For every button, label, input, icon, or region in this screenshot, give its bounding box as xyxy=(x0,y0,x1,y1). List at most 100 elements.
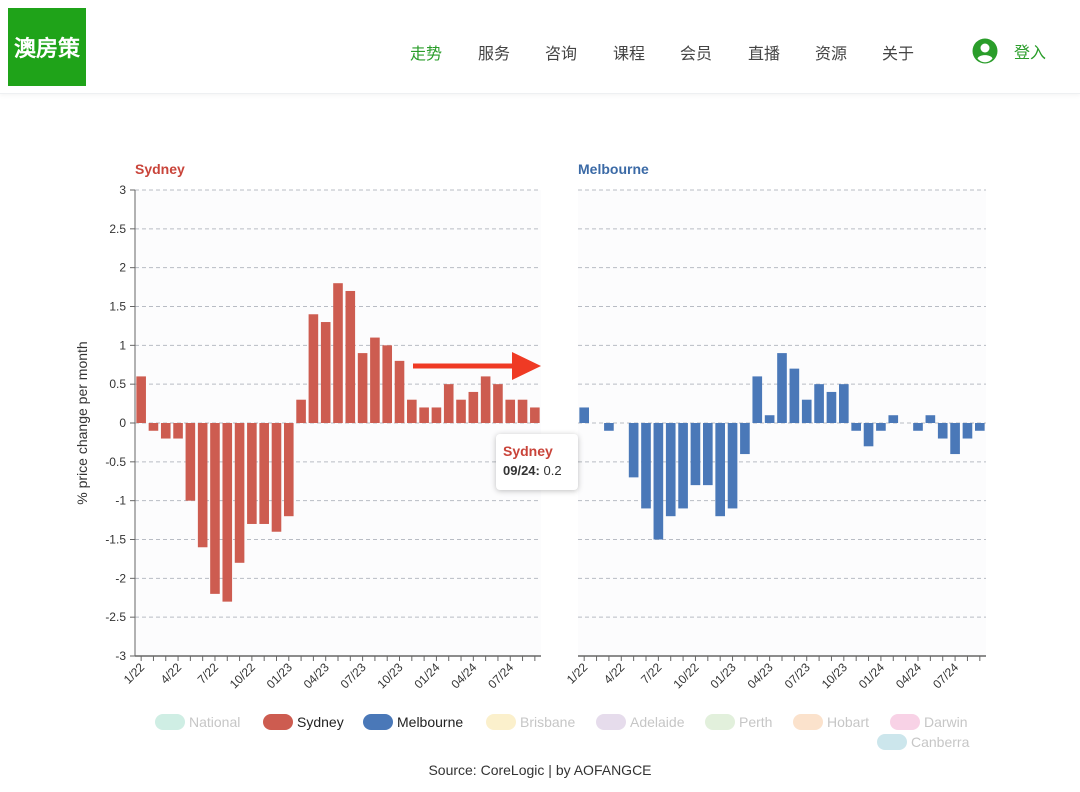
bar-sydney-7[interactable] xyxy=(222,423,233,602)
bar-melbourne-13[interactable] xyxy=(740,423,750,455)
bar-sydney-5[interactable] xyxy=(197,423,208,548)
nav-item-4[interactable]: 会员 xyxy=(680,44,713,63)
nav-item-5[interactable]: 直播 xyxy=(748,44,781,63)
bar-sydney-14[interactable] xyxy=(308,314,319,423)
x-tick-label: 10/22 xyxy=(670,660,701,691)
bar-melbourne-14[interactable] xyxy=(752,376,763,423)
bar-melbourne-4[interactable] xyxy=(628,423,639,478)
bar-sydney-26[interactable] xyxy=(456,399,466,423)
legend-item-perth[interactable]: Perth xyxy=(705,714,772,730)
legend-item-darwin[interactable]: Darwin xyxy=(890,714,968,730)
bar-sydney-4[interactable] xyxy=(185,423,196,501)
login-button[interactable]: 登入 xyxy=(972,38,1046,64)
nav-item-7[interactable]: 关于 xyxy=(882,44,915,63)
bar-melbourne-9[interactable] xyxy=(690,423,701,486)
bar-sydney-0[interactable] xyxy=(136,376,146,423)
bar-melbourne-7[interactable] xyxy=(665,423,676,517)
bar-melbourne-28[interactable] xyxy=(925,415,936,423)
legend-item-melbourne[interactable]: Melbourne xyxy=(363,714,463,730)
nav-item-2[interactable]: 咨询 xyxy=(545,44,578,63)
legend-label: Melbourne xyxy=(397,714,464,730)
x-tick-label: 7/22 xyxy=(638,660,665,687)
bar-melbourne-21[interactable] xyxy=(838,384,849,423)
bar-sydney-28[interactable] xyxy=(480,376,491,423)
bar-sydney-13[interactable] xyxy=(296,399,306,423)
bar-sydney-20[interactable] xyxy=(382,345,393,423)
bar-melbourne-10[interactable] xyxy=(702,423,713,486)
bar-sydney-10[interactable] xyxy=(259,423,269,524)
bar-sydney-32[interactable] xyxy=(530,407,540,423)
bar-melbourne-24[interactable] xyxy=(876,423,886,431)
main-nav: 走势 服务 咨询 课程 会员 直播 资源 关于 xyxy=(0,40,1080,66)
bar-melbourne-2[interactable] xyxy=(604,423,614,431)
bar-sydney-9[interactable] xyxy=(247,423,257,524)
x-tick-label: 04/23 xyxy=(301,660,332,691)
y-tick-label: -0.5 xyxy=(105,455,126,469)
bar-sydney-31[interactable] xyxy=(517,399,528,423)
nav-item-0[interactable]: 走势 xyxy=(410,44,443,63)
bar-melbourne-15[interactable] xyxy=(764,415,775,423)
bar-melbourne-8[interactable] xyxy=(678,423,688,509)
bar-sydney-2[interactable] xyxy=(160,423,171,439)
bar-melbourne-23[interactable] xyxy=(863,423,874,447)
bar-melbourne-16[interactable] xyxy=(777,353,787,423)
bar-melbourne-0[interactable] xyxy=(579,407,590,423)
legend-item-hobart[interactable]: Hobart xyxy=(793,714,869,730)
bar-melbourne-29[interactable] xyxy=(937,423,948,439)
bar-sydney-15[interactable] xyxy=(320,322,331,423)
y-tick-label: 3 xyxy=(119,183,126,197)
bar-sydney-18[interactable] xyxy=(357,353,368,423)
bar-sydney-23[interactable] xyxy=(419,407,429,423)
bar-sydney-30[interactable] xyxy=(505,399,516,423)
chart-legend: National Sydney Melbourne Brisbane Adelaide P… xyxy=(0,712,1080,756)
nav-item-1[interactable]: 服务 xyxy=(478,44,511,63)
bar-melbourne-19[interactable] xyxy=(814,384,824,423)
bar-sydney-27[interactable] xyxy=(468,391,479,423)
bar-melbourne-30[interactable] xyxy=(950,423,960,455)
bar-sydney-29[interactable] xyxy=(493,384,503,423)
nav-item-3[interactable]: 课程 xyxy=(613,44,646,63)
bar-sydney-1[interactable] xyxy=(148,423,159,431)
bar-melbourne-5[interactable] xyxy=(641,423,651,509)
nav-item-6[interactable]: 资源 xyxy=(815,44,848,63)
bar-melbourne-22[interactable] xyxy=(851,423,862,431)
legend-item-canberra[interactable]: Canberra xyxy=(877,734,969,750)
site-logo[interactable]: 澳房策 xyxy=(8,8,86,86)
y-tick-label: -2 xyxy=(115,571,126,585)
legend-item-sydney[interactable]: Sydney xyxy=(263,714,344,730)
bar-sydney-6[interactable] xyxy=(210,423,220,594)
bar-sydney-8[interactable] xyxy=(234,423,245,563)
legend-item-adelaide[interactable]: Adelaide xyxy=(596,714,685,730)
bar-melbourne-32[interactable] xyxy=(974,423,985,431)
bar-sydney-16[interactable] xyxy=(333,283,343,423)
bar-sydney-11[interactable] xyxy=(271,423,282,532)
bar-melbourne-11[interactable] xyxy=(715,423,726,517)
y-axis-label: % price change per month xyxy=(74,341,90,504)
legend-swatch xyxy=(793,714,823,730)
bar-melbourne-6[interactable] xyxy=(653,423,664,540)
bar-sydney-3[interactable] xyxy=(173,423,183,439)
bar-sydney-12[interactable] xyxy=(283,423,294,517)
x-tick-label: 10/23 xyxy=(375,660,406,691)
bar-sydney-19[interactable] xyxy=(370,337,380,423)
bar-melbourne-12[interactable] xyxy=(727,423,738,509)
arrow-head xyxy=(512,352,541,380)
bar-sydney-24[interactable] xyxy=(431,407,442,423)
bar-sydney-22[interactable] xyxy=(407,399,417,423)
bar-sydney-21[interactable] xyxy=(394,360,405,423)
panel-title-sydney: Sydney xyxy=(135,161,185,177)
panel-title-melbourne: Melbourne xyxy=(578,161,649,177)
bar-melbourne-17[interactable] xyxy=(789,368,800,423)
bar-melbourne-27[interactable] xyxy=(913,423,923,431)
tooltip-label: 09/24: xyxy=(503,463,540,478)
bar-melbourne-20[interactable] xyxy=(826,391,837,423)
bar-melbourne-25[interactable] xyxy=(888,415,899,423)
legend-item-brisbane[interactable]: Brisbane xyxy=(486,714,575,730)
x-tick-label: 10/22 xyxy=(227,660,258,691)
bar-melbourne-18[interactable] xyxy=(801,399,812,423)
bar-sydney-17[interactable] xyxy=(345,290,356,423)
legend-item-national[interactable]: National xyxy=(155,714,240,730)
x-tick-label: 01/23 xyxy=(264,660,295,691)
bar-melbourne-31[interactable] xyxy=(962,423,973,439)
bar-sydney-25[interactable] xyxy=(443,384,454,423)
